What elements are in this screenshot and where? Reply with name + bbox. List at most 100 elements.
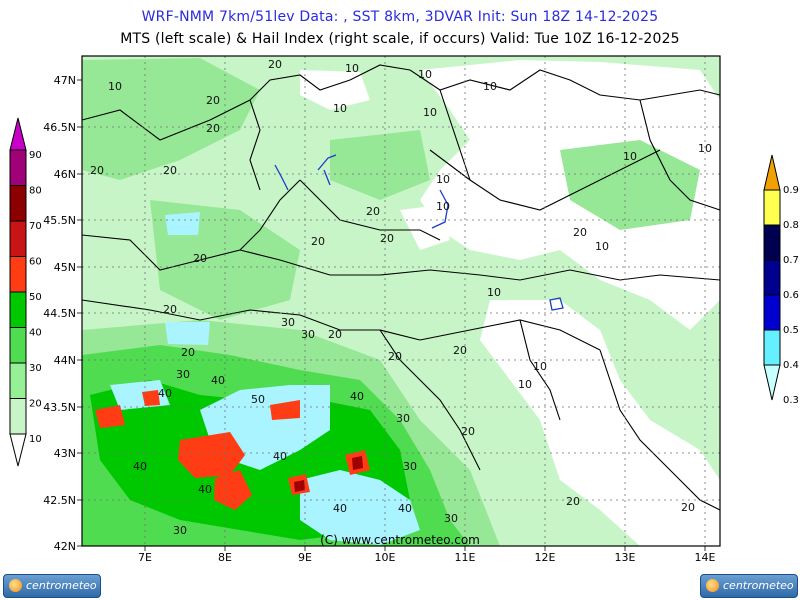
left-scale-top-arrow bbox=[9, 117, 27, 151]
left-scale-label: 40 bbox=[29, 328, 42, 339]
left-scale-band bbox=[9, 398, 27, 435]
lon-label: 9E bbox=[298, 551, 312, 564]
left-scale-label: 10 bbox=[29, 434, 42, 445]
contour-labels: 10 20 10 10 10 10 10 20 20 20 20 20 10 10 20 20 20 10 10 20… bbox=[90, 58, 712, 537]
border-lombardia bbox=[299, 179, 441, 241]
field-green-band-4 bbox=[560, 140, 700, 230]
contour-label: 30 bbox=[396, 412, 410, 425]
lat-label: 42.5N bbox=[43, 494, 76, 507]
right-scale-bottom-arrow bbox=[763, 364, 781, 401]
map-frame bbox=[81, 55, 721, 547]
contour-label: 10 bbox=[623, 150, 637, 163]
left-scale-bottom-arrow bbox=[9, 433, 27, 467]
lon-label: 7E bbox=[138, 551, 152, 564]
contour-label: 10 bbox=[423, 106, 437, 119]
contour-label: 20 bbox=[163, 303, 177, 316]
left-scale-band bbox=[9, 185, 27, 222]
left-scale-label: 70 bbox=[29, 221, 42, 232]
contour-label: 40 bbox=[133, 460, 147, 473]
contour-label: 20 bbox=[206, 122, 220, 135]
lat-label: 46.5N bbox=[43, 121, 76, 134]
contour-label: 10 bbox=[418, 68, 432, 81]
left-scale-band bbox=[9, 291, 27, 328]
left-scale-band bbox=[9, 220, 27, 257]
border-umbria bbox=[519, 319, 561, 421]
lat-label: 44N bbox=[54, 354, 76, 367]
logo-right[interactable]: centrometeo bbox=[700, 574, 798, 598]
contour-label: 10 bbox=[487, 286, 501, 299]
contour-label: 20 bbox=[206, 94, 220, 107]
logo-mark-icon bbox=[9, 579, 22, 592]
longitude-labels: 7E 8E 9E 10E 11E 12E 13E 14E bbox=[138, 551, 715, 564]
contour-label: 40 bbox=[333, 502, 347, 515]
left-scale-label: 90 bbox=[29, 150, 42, 161]
lat-label: 45.5N bbox=[43, 214, 76, 227]
lon-label: 8E bbox=[218, 551, 232, 564]
left-scale-band bbox=[9, 149, 27, 186]
border-swiss bbox=[249, 99, 261, 191]
contour-label: 10 bbox=[333, 102, 347, 115]
lake-trasimeno bbox=[549, 297, 564, 311]
left-scale-label: 60 bbox=[29, 257, 42, 268]
right-scale-label: 0.4 bbox=[783, 360, 799, 371]
left-scale-label: 50 bbox=[29, 292, 42, 303]
hail-area-2 bbox=[300, 470, 420, 545]
border-piemonte bbox=[81, 179, 301, 271]
lon-label: 11E bbox=[455, 551, 476, 564]
lat-label: 47N bbox=[54, 74, 76, 87]
right-color-scale: 0.9 0.8 0.7 0.6 0.5 0.4 0.3 bbox=[763, 154, 799, 406]
border-alps bbox=[81, 64, 721, 141]
contour-label: 40 bbox=[273, 450, 287, 463]
left-scale-label: 20 bbox=[29, 399, 42, 410]
left-scale-band bbox=[9, 327, 27, 364]
contour-label: 20 bbox=[681, 501, 695, 514]
lon-label: 13E bbox=[615, 551, 636, 564]
left-scale-label: 30 bbox=[29, 363, 42, 374]
contour-label: 20 bbox=[311, 235, 325, 248]
red-cell-1 bbox=[178, 432, 245, 478]
contour-label: 10 bbox=[436, 200, 450, 213]
right-scale-label: 0.7 bbox=[783, 255, 799, 266]
contour-label: 10 bbox=[483, 80, 497, 93]
logo-mark-icon bbox=[706, 579, 719, 592]
contour-label: 20 bbox=[193, 252, 207, 265]
lat-label: 46N bbox=[54, 168, 76, 181]
contour-label: 20 bbox=[453, 344, 467, 357]
contour-label: 20 bbox=[163, 164, 177, 177]
field-green-band-5 bbox=[330, 130, 430, 200]
lat-label: 44.5N bbox=[43, 307, 76, 320]
field-layer bbox=[82, 56, 720, 546]
logo-right-text: centrometeo bbox=[723, 579, 794, 592]
contour-label: 20 bbox=[461, 425, 475, 438]
red-cell-3 bbox=[95, 405, 125, 428]
left-scale-label: 80 bbox=[29, 186, 42, 197]
contour-label: 40 bbox=[211, 374, 225, 387]
title-line-2: MTS (left scale) & Hail Index (right sca… bbox=[120, 31, 680, 47]
field-white-patch-1 bbox=[300, 70, 370, 110]
lat-label: 45N bbox=[54, 261, 76, 274]
field-white-east bbox=[480, 300, 720, 546]
contour-label: 20 bbox=[366, 205, 380, 218]
contour-label: 40 bbox=[198, 483, 212, 496]
contour-label: 30 bbox=[444, 512, 458, 525]
red-cell-7 bbox=[142, 390, 160, 406]
right-scale-label: 0.5 bbox=[783, 325, 799, 336]
right-scale-top-arrow bbox=[763, 154, 781, 191]
lon-label: 12E bbox=[535, 551, 556, 564]
right-scale-band bbox=[763, 259, 781, 296]
dark-red-cell-1 bbox=[294, 480, 305, 492]
lat-label: 42N bbox=[54, 540, 76, 553]
contour-label: 10 bbox=[436, 173, 450, 186]
lake-como bbox=[317, 154, 337, 186]
left-scale-band bbox=[9, 256, 27, 293]
contour-label: 50 bbox=[251, 393, 265, 406]
contour-label: 10 bbox=[108, 80, 122, 93]
contour-label: 10 bbox=[698, 142, 712, 155]
contour-label: 20 bbox=[268, 58, 282, 71]
contour-label: 20 bbox=[181, 346, 195, 359]
contour-label: 30 bbox=[301, 328, 315, 341]
right-scale-band bbox=[763, 294, 781, 331]
borders bbox=[81, 64, 721, 511]
logo-left[interactable]: centrometeo bbox=[3, 574, 101, 598]
right-scale-band bbox=[763, 189, 781, 226]
